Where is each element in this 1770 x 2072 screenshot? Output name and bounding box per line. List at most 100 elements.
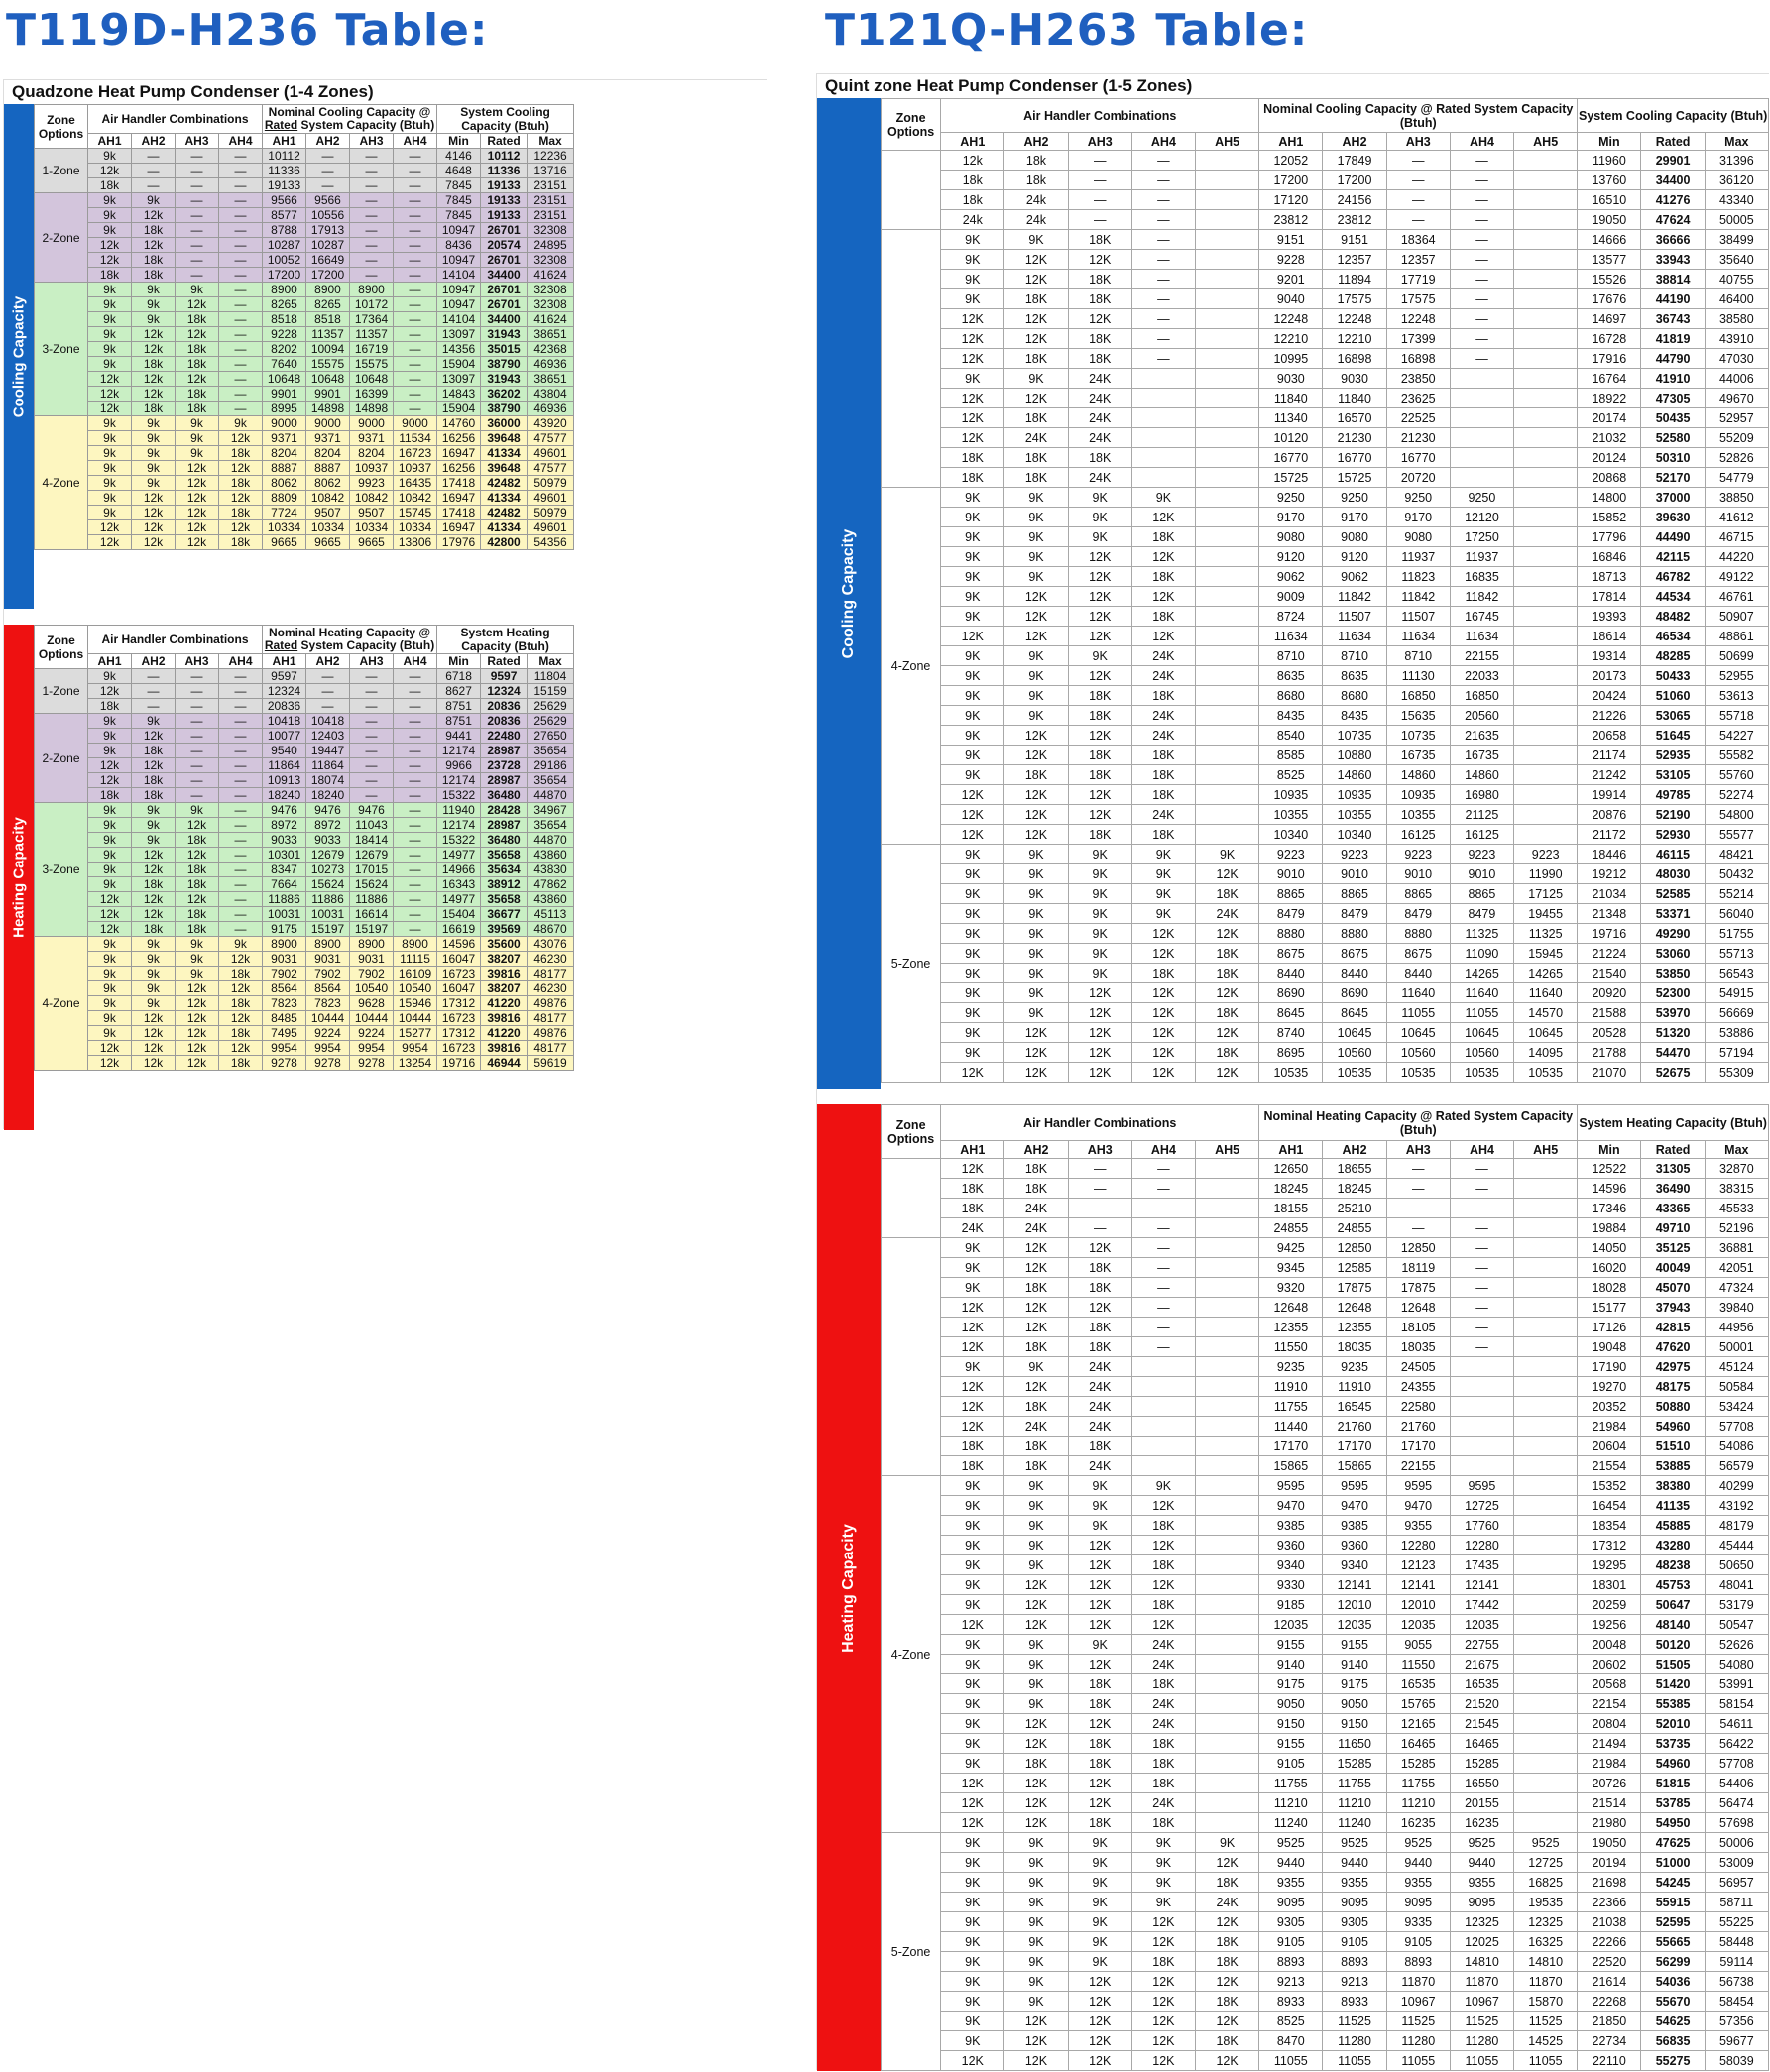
table-cell xyxy=(1194,1336,1260,1357)
table-cell: 12355 xyxy=(1322,1317,1387,1337)
table-cell: 8485 xyxy=(262,1010,307,1026)
table-row: 9k 18k 18k —7640 15575 15575—15904 38790 46936 xyxy=(35,356,575,372)
table-row: 9K 9K 12K 12K 12K 9213 9213 11870 11870 11870 2161… xyxy=(882,1971,1770,1992)
table-cell: 9K xyxy=(1067,883,1132,904)
zone-option-label: 3-Zone xyxy=(34,282,88,416)
table-cell: — xyxy=(349,683,395,699)
table-cell: 54779 xyxy=(1704,467,1770,488)
column-header-row: AH1 AH2 AH3 AH4 AH5 AH1 AH2 AH3 AH4 AH5 Min Rated Ma… xyxy=(882,132,1770,151)
table-cell: 12210 xyxy=(1322,328,1387,349)
table-cell: 10355 xyxy=(1322,804,1387,825)
table-cell: 12K xyxy=(1067,586,1132,607)
table-cell: 9954 xyxy=(393,1040,438,1056)
table-cell: — xyxy=(393,787,438,803)
table-cell xyxy=(1513,1673,1579,1694)
table-cell: 9K xyxy=(1003,1892,1069,1912)
table-cell: 45753 xyxy=(1640,1574,1706,1595)
table-row: 4-Zone 9K 9K 9K 9K 9595 9595 9595 9595 15352 38380… xyxy=(880,1475,1770,1833)
table-cell: 24K xyxy=(1067,1416,1132,1437)
table-cell: — xyxy=(393,163,438,178)
table-cell: 8577 xyxy=(262,207,307,223)
zone-option-label xyxy=(880,150,942,230)
table-cell: 8585 xyxy=(1258,745,1324,765)
table-cell: — xyxy=(131,177,176,193)
table-cell: 21174 xyxy=(1577,745,1642,765)
table-cell: 53735 xyxy=(1640,1733,1706,1754)
column-header-ah2: AH2 xyxy=(305,653,351,669)
table-cell xyxy=(1513,1376,1579,1397)
table-cell: 43830 xyxy=(527,862,575,877)
table-cell: 9360 xyxy=(1322,1535,1387,1555)
table-cell: 9595 xyxy=(1258,1475,1324,1496)
table-cell: 12052 xyxy=(1258,150,1324,171)
table-cell: 8479 xyxy=(1385,903,1451,924)
table-cell: 8710 xyxy=(1258,645,1324,666)
table-cell: 15865 xyxy=(1258,1455,1324,1476)
table-cell: 12035 xyxy=(1449,1614,1515,1635)
table-cell xyxy=(1513,705,1579,726)
table-cell: 36202 xyxy=(480,386,529,402)
table-cell: 9665 xyxy=(349,534,395,550)
table-cell: 12k xyxy=(217,460,264,476)
table-cell: 41276 xyxy=(1640,189,1706,210)
table-cell: 15177 xyxy=(1577,1297,1642,1318)
table-cell: — xyxy=(1067,150,1132,171)
table-cell: 15904 xyxy=(436,401,482,416)
table-cell: — xyxy=(393,862,438,877)
table-cell: 34400 xyxy=(480,267,529,283)
table-cell: 9k xyxy=(131,966,176,981)
table-cell: 16980 xyxy=(1449,784,1515,805)
table-cell: 24K xyxy=(1130,645,1197,666)
table-cell: 41135 xyxy=(1640,1495,1706,1516)
table-cell: 18K xyxy=(1130,764,1197,785)
table-cell: 10947 xyxy=(436,222,482,238)
table-cell: 15852 xyxy=(1577,507,1642,527)
table-cell: 12K xyxy=(1194,1911,1260,1932)
table-cell: — xyxy=(393,326,438,342)
table-cell: 16256 xyxy=(436,460,482,476)
table-cell: 19914 xyxy=(1577,784,1642,805)
table-cell xyxy=(1194,288,1260,309)
table-cell: 9k xyxy=(131,460,176,476)
table-cell: 9224 xyxy=(349,1025,395,1041)
table-cell: 43365 xyxy=(1640,1198,1706,1218)
table-cell: 9K xyxy=(940,764,1005,785)
table-cell: 7823 xyxy=(305,995,351,1011)
table-row: 18k 18k — —17200 17200— —13760 34400 36120 xyxy=(882,170,1770,190)
table-cell: 12648 xyxy=(1322,1297,1387,1318)
table-cell: 17676 xyxy=(1577,288,1642,309)
table-row: 18k — — —20836— — —8751 20836 25629 xyxy=(35,698,575,714)
table-cell: 11357 xyxy=(349,326,395,342)
table-cell: — xyxy=(305,683,351,699)
table-cell: 16109 xyxy=(393,966,438,981)
table-cell: 40755 xyxy=(1704,269,1770,289)
table-cell: 16735 xyxy=(1449,745,1515,765)
table-cell: 17814 xyxy=(1577,586,1642,607)
table-cell: 10444 xyxy=(305,1010,351,1026)
table-cell: — xyxy=(393,192,438,208)
table-cell: 55209 xyxy=(1704,427,1770,448)
table-cell: 18105 xyxy=(1385,1317,1451,1337)
table-cell: — xyxy=(217,177,264,193)
table-cell: — xyxy=(217,668,264,684)
table-row: 9K 12K 12K 24K 9150 9150 12165 21545 20804 52010 5… xyxy=(882,1713,1770,1734)
table-cell: 11055 xyxy=(1513,2050,1579,2071)
table-cell: 14810 xyxy=(1449,1951,1515,1972)
table-cell: 9224 xyxy=(305,1025,351,1041)
table-cell: 8564 xyxy=(305,980,351,996)
table-cell: 24K xyxy=(1003,1416,1069,1437)
table-cell: 9305 xyxy=(1258,1911,1324,1932)
table-cell: 9095 xyxy=(1322,1892,1387,1912)
zone-options-header: Zone Options xyxy=(34,625,88,669)
table-cell: 24K xyxy=(1067,467,1132,488)
table-cell xyxy=(1194,1198,1260,1218)
table-cell: 17575 xyxy=(1322,288,1387,309)
table-cell: 20528 xyxy=(1577,1022,1642,1043)
quadzone-subtitle: Quadzone Heat Pump Condenser (1-4 Zones) xyxy=(12,82,374,101)
table-cell: 9105 xyxy=(1385,1931,1451,1952)
table-cell: 19133 xyxy=(480,192,529,208)
column-header-ah1: AH1 xyxy=(940,1140,1005,1159)
table-cell: — xyxy=(175,743,219,758)
table-cell: — xyxy=(349,713,395,729)
table-cell: 16125 xyxy=(1385,824,1451,845)
